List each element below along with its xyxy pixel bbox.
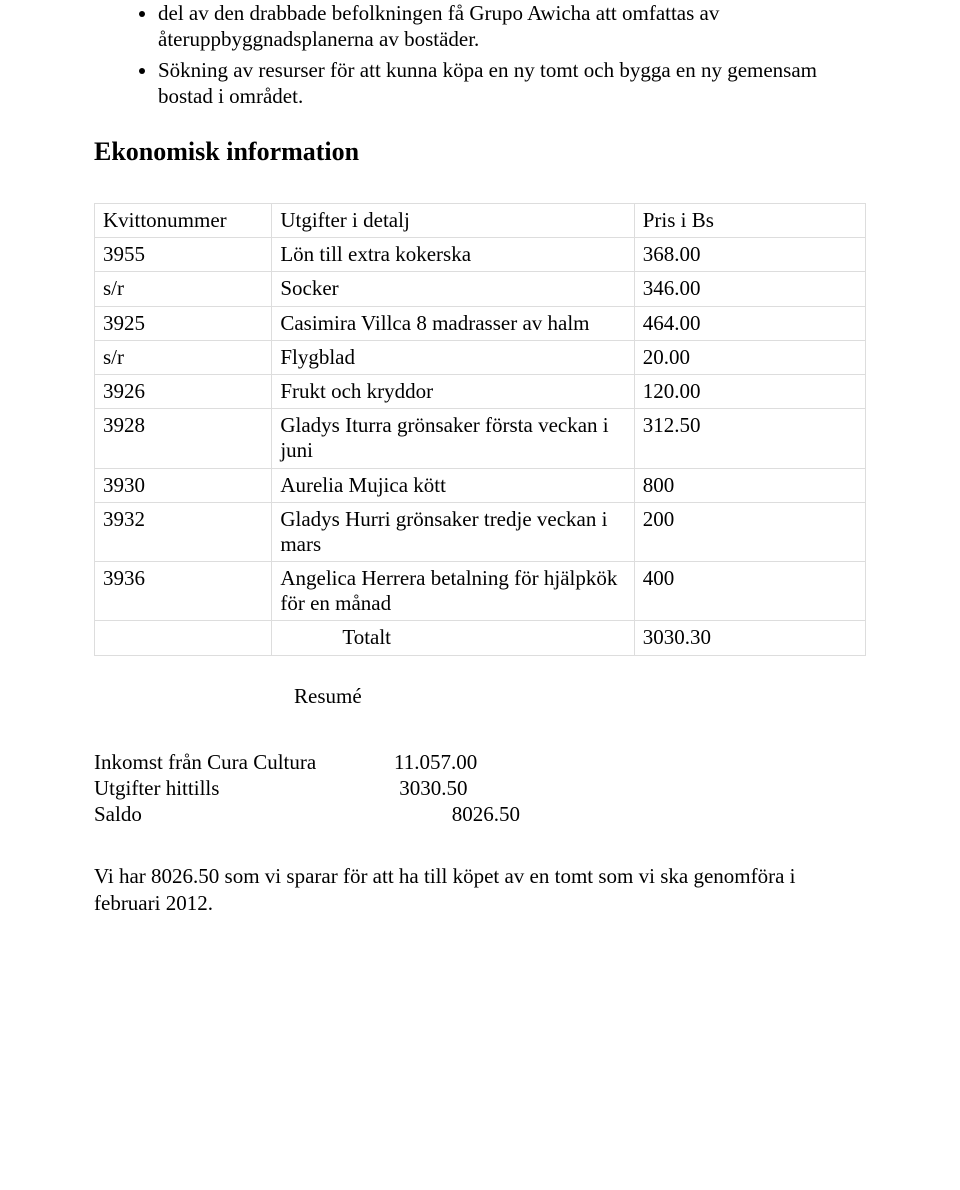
document-page: del av den drabbade befolkningen få Grup… <box>0 0 960 1190</box>
pris-cell: 346.00 <box>634 272 865 306</box>
empty-cell <box>95 621 272 655</box>
summary-label: Saldo <box>94 801 394 827</box>
table-row: 3925Casimira Villca 8 madrasser av halm4… <box>95 306 866 340</box>
table-header-cell: Pris i Bs <box>634 204 865 238</box>
summary-value: 11.057.00 <box>394 749 477 775</box>
total-value-cell: 3030.30 <box>634 621 865 655</box>
summary-value: 3030.50 <box>394 775 468 801</box>
kvitto-cell: 3926 <box>95 374 272 408</box>
pris-cell: 20.00 <box>634 340 865 374</box>
table-row: s/rSocker346.00 <box>95 272 866 306</box>
summary-block: Inkomst från Cura Cultura11.057.00Utgift… <box>94 749 866 828</box>
pris-cell: 800 <box>634 468 865 502</box>
summary-row: Utgifter hittills 3030.50 <box>94 775 866 801</box>
table-row: 3930Aurelia Mujica kött800 <box>95 468 866 502</box>
table-row: 3955Lön till extra kokerska368.00 <box>95 238 866 272</box>
detalj-cell: Frukt och kryddor <box>272 374 634 408</box>
pris-cell: 464.00 <box>634 306 865 340</box>
table-header-cell: Utgifter i detalj <box>272 204 634 238</box>
detalj-cell: Casimira Villca 8 madrasser av halm <box>272 306 634 340</box>
detalj-cell: Socker <box>272 272 634 306</box>
kvitto-cell: 3932 <box>95 502 272 561</box>
bullet-list: del av den drabbade befolkningen få Grup… <box>94 0 866 109</box>
table-header-cell: Kvittonummer <box>95 204 272 238</box>
pris-cell: 368.00 <box>634 238 865 272</box>
table-row: 3928Gladys Iturra grönsaker första vecka… <box>95 409 866 468</box>
resume-block: Resumé <box>294 684 866 709</box>
summary-row: Inkomst från Cura Cultura11.057.00 <box>94 749 866 775</box>
summary-value: 8026.50 <box>394 801 520 827</box>
pris-cell: 200 <box>634 502 865 561</box>
summary-label: Utgifter hittills <box>94 775 394 801</box>
table-row: 3936Angelica Herrera betalning för hjälp… <box>95 562 866 621</box>
kvitto-cell: 3925 <box>95 306 272 340</box>
detalj-cell: Angelica Herrera betalning för hjälpkök … <box>272 562 634 621</box>
bullet-item: Sökning av resurser för att kunna köpa e… <box>158 57 866 110</box>
table-row: 3932Gladys Hurri grönsaker tredje veckan… <box>95 502 866 561</box>
kvitto-cell: 3928 <box>95 409 272 468</box>
kvitto-cell: 3955 <box>95 238 272 272</box>
table-row: s/rFlygblad20.00 <box>95 340 866 374</box>
bullet-item: del av den drabbade befolkningen få Grup… <box>158 0 866 53</box>
pris-cell: 120.00 <box>634 374 865 408</box>
detalj-cell: Flygblad <box>272 340 634 374</box>
summary-label: Inkomst från Cura Cultura <box>94 749 394 775</box>
expenses-table: KvittonummerUtgifter i detaljPris i Bs39… <box>94 203 866 656</box>
pris-cell: 400 <box>634 562 865 621</box>
detalj-cell: Lön till extra kokerska <box>272 238 634 272</box>
kvitto-cell: s/r <box>95 272 272 306</box>
detalj-cell: Gladys Hurri grönsaker tredje veckan i m… <box>272 502 634 561</box>
summary-row: Saldo 8026.50 <box>94 801 866 827</box>
section-heading: Ekonomisk information <box>94 137 866 167</box>
table-row: 3926Frukt och kryddor120.00 <box>95 374 866 408</box>
kvitto-cell: s/r <box>95 340 272 374</box>
total-label-cell: Totalt <box>272 621 634 655</box>
detalj-cell: Gladys Iturra grönsaker första veckan i … <box>272 409 634 468</box>
kvitto-cell: 3930 <box>95 468 272 502</box>
resume-label: Resumé <box>294 684 362 708</box>
kvitto-cell: 3936 <box>95 562 272 621</box>
pris-cell: 312.50 <box>634 409 865 468</box>
footnote-text: Vi har 8026.50 som vi sparar för att ha … <box>94 863 866 916</box>
detalj-cell: Aurelia Mujica kött <box>272 468 634 502</box>
